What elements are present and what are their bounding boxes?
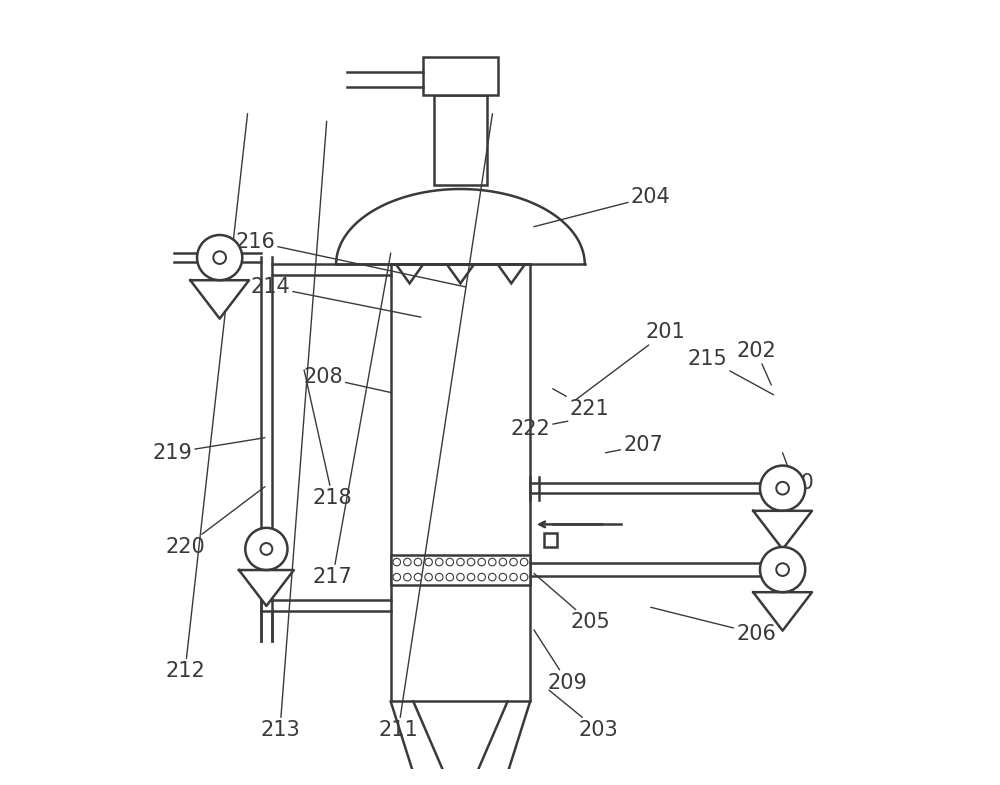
Bar [391, 554, 530, 585]
Text: 211: 211 [378, 114, 492, 740]
Circle shape [520, 558, 528, 566]
Polygon shape [753, 592, 812, 630]
Text: 213: 213 [260, 121, 327, 740]
Text: 208: 208 [303, 367, 391, 392]
Text: 205: 205 [534, 573, 610, 633]
Text: 216: 216 [235, 232, 466, 287]
Circle shape [414, 573, 422, 581]
Circle shape [457, 558, 464, 566]
Text: 210: 210 [774, 453, 814, 493]
Circle shape [260, 543, 272, 555]
Text: 220: 220 [165, 487, 265, 557]
Circle shape [499, 573, 507, 581]
Text: 215: 215 [687, 349, 774, 395]
Circle shape [446, 558, 454, 566]
Circle shape [435, 558, 443, 566]
Text: 204: 204 [534, 187, 671, 227]
Circle shape [393, 558, 401, 566]
Text: 217: 217 [313, 253, 391, 587]
Bar [434, 95, 487, 185]
Bar [391, 265, 530, 702]
Polygon shape [753, 511, 812, 550]
Text: 209: 209 [534, 630, 588, 692]
Circle shape [404, 573, 411, 581]
Text: 221: 221 [553, 389, 609, 419]
Circle shape [478, 558, 485, 566]
Circle shape [197, 235, 242, 280]
Text: 203: 203 [549, 690, 618, 740]
Circle shape [760, 547, 805, 592]
Circle shape [489, 573, 496, 581]
Circle shape [510, 558, 517, 566]
Text: 207: 207 [606, 435, 663, 455]
Circle shape [489, 558, 496, 566]
Polygon shape [239, 570, 294, 606]
Polygon shape [190, 280, 249, 319]
Text: 222: 222 [510, 418, 568, 439]
Circle shape [457, 573, 464, 581]
Bar [544, 534, 557, 547]
Circle shape [414, 558, 422, 566]
Text: 202: 202 [736, 341, 776, 385]
Circle shape [510, 573, 517, 581]
Text: 214: 214 [250, 277, 421, 317]
Circle shape [425, 558, 432, 566]
Circle shape [435, 573, 443, 581]
Text: 219: 219 [152, 438, 265, 463]
Circle shape [425, 573, 432, 581]
Text: 218: 218 [304, 370, 353, 508]
Circle shape [499, 558, 507, 566]
Circle shape [776, 482, 789, 495]
Circle shape [404, 558, 411, 566]
Circle shape [393, 573, 401, 581]
Circle shape [245, 528, 287, 570]
Circle shape [478, 573, 485, 581]
Circle shape [520, 573, 528, 581]
Text: 201: 201 [575, 322, 686, 400]
Circle shape [213, 251, 226, 264]
Circle shape [467, 558, 475, 566]
Circle shape [776, 564, 789, 576]
Text: 212: 212 [165, 114, 248, 681]
Circle shape [760, 466, 805, 511]
Circle shape [446, 573, 454, 581]
Circle shape [467, 573, 475, 581]
Bar [423, 57, 498, 95]
Text: 206: 206 [651, 608, 776, 644]
